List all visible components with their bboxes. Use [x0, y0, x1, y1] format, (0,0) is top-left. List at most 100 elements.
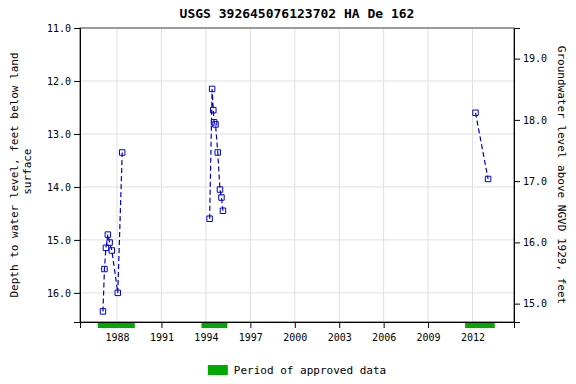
tick-label: 16.0: [47, 288, 71, 299]
title: USGS 392645076123702 HA De 162: [180, 6, 415, 21]
tick-label: 16.0: [523, 237, 547, 248]
x-axis: 198819911994199720002003200620092012: [81, 322, 515, 343]
tick-label: 11.0: [47, 23, 71, 34]
series-line: [103, 152, 122, 311]
marker: [473, 110, 478, 115]
tick: 15.0: [47, 235, 80, 246]
series-line: [210, 89, 223, 219]
series-line: [475, 113, 488, 179]
tick: 1997: [239, 322, 263, 343]
marker: [213, 122, 218, 127]
tick: 15.0: [514, 298, 547, 309]
y-axis: 11.0 12.0 13.0 14.0 15.0 16.0: [47, 23, 81, 323]
approved-period-bar: [98, 323, 135, 328]
marker: [103, 245, 108, 250]
tick-mark: [339, 322, 340, 328]
grid-line-x: [117, 28, 118, 322]
tick: 2006: [372, 322, 396, 343]
grid-line-y: [80, 292, 514, 293]
tick-mark: [250, 322, 251, 328]
grid-line-y: [80, 239, 514, 240]
chart-container: 19881991199419972000200320062009201211.0…: [0, 0, 576, 384]
tick-mark: [74, 240, 80, 241]
marker: [115, 290, 120, 295]
legend-swatch: [208, 365, 228, 375]
tick: 2000: [283, 322, 307, 343]
y2-axis-line: [515, 29, 521, 323]
grid-line-x: [428, 28, 429, 322]
tick-mark: [514, 120, 520, 121]
grid-line-x: [339, 28, 340, 322]
tick-label: 2009: [417, 332, 441, 343]
marker: [485, 176, 490, 181]
grid-line-x: [205, 28, 206, 322]
tick-mark: [161, 322, 162, 328]
grid-line-x: [383, 28, 384, 322]
tick-label: 1997: [239, 332, 263, 343]
legend: Period of approved data: [208, 364, 386, 377]
tick: 2009: [417, 322, 441, 343]
marker: [211, 107, 216, 112]
tick-label: 15.0: [47, 235, 71, 246]
chart-svg: 19881991199419972000200320062009201211.0…: [0, 0, 576, 384]
tick-mark: [74, 187, 80, 188]
tick-label: 13.0: [47, 129, 71, 140]
tick-label: 2006: [372, 332, 396, 343]
tick-mark: [514, 59, 520, 60]
tick: 16.0: [47, 288, 80, 299]
tick: 14.0: [47, 182, 80, 193]
tick: 16.0: [514, 237, 547, 248]
grid: [80, 28, 514, 322]
tick-label: 2000: [283, 332, 307, 343]
tick: 2003: [328, 322, 352, 343]
y2-axis: 19.0 18.0 17.0 16.0 15.0: [514, 29, 547, 323]
grid-line-x: [250, 28, 251, 322]
grid-line-x: [161, 28, 162, 322]
tick: 17.0: [514, 176, 547, 187]
grid-line-y: [80, 80, 514, 81]
y2-axis-title: Groundwater level above NGVD 1929, feet: [555, 46, 568, 304]
legend-label: Period of approved data: [234, 364, 386, 377]
tick-label: 14.0: [47, 182, 71, 193]
marker: [217, 187, 222, 192]
tick: 11.0: [47, 23, 80, 34]
grid-line-y: [80, 133, 514, 134]
data-layer: [100, 86, 491, 314]
grid-line-x: [472, 28, 473, 322]
tick-mark: [384, 322, 385, 328]
marker: [219, 195, 224, 200]
approved-period-bar: [201, 323, 227, 328]
marker: [207, 216, 212, 221]
marker: [119, 150, 124, 155]
tick: 1991: [150, 322, 174, 343]
plot-area: 19881991199419972000200320062009201211.0…: [47, 23, 547, 343]
y-axis-line: [74, 29, 81, 323]
tick-mark: [74, 28, 80, 29]
tick-mark: [74, 81, 80, 82]
tick-mark: [295, 322, 296, 328]
marker: [211, 120, 216, 125]
marker: [105, 232, 110, 237]
tick-label: 2012: [461, 332, 485, 343]
plot-frame: [80, 28, 514, 322]
marker: [215, 150, 220, 155]
tick-label: 12.0: [47, 76, 71, 87]
tick-mark: [74, 293, 80, 294]
tick-label: 1988: [105, 332, 129, 343]
marker: [220, 208, 225, 213]
tick-mark: [514, 304, 520, 305]
marker: [102, 266, 107, 271]
marker: [209, 86, 214, 91]
tick-mark: [74, 134, 80, 135]
grid-line-x: [294, 28, 295, 322]
marker: [109, 248, 114, 253]
tick-mark: [514, 181, 520, 182]
marker: [107, 240, 112, 245]
tick-label: 17.0: [523, 176, 547, 187]
tick-label: 18.0: [523, 115, 547, 126]
tick: 18.0: [514, 115, 547, 126]
tick-label: 2003: [328, 332, 352, 343]
marker: [100, 309, 105, 314]
tick-mark: [514, 242, 520, 243]
tick: 19.0: [514, 53, 547, 64]
